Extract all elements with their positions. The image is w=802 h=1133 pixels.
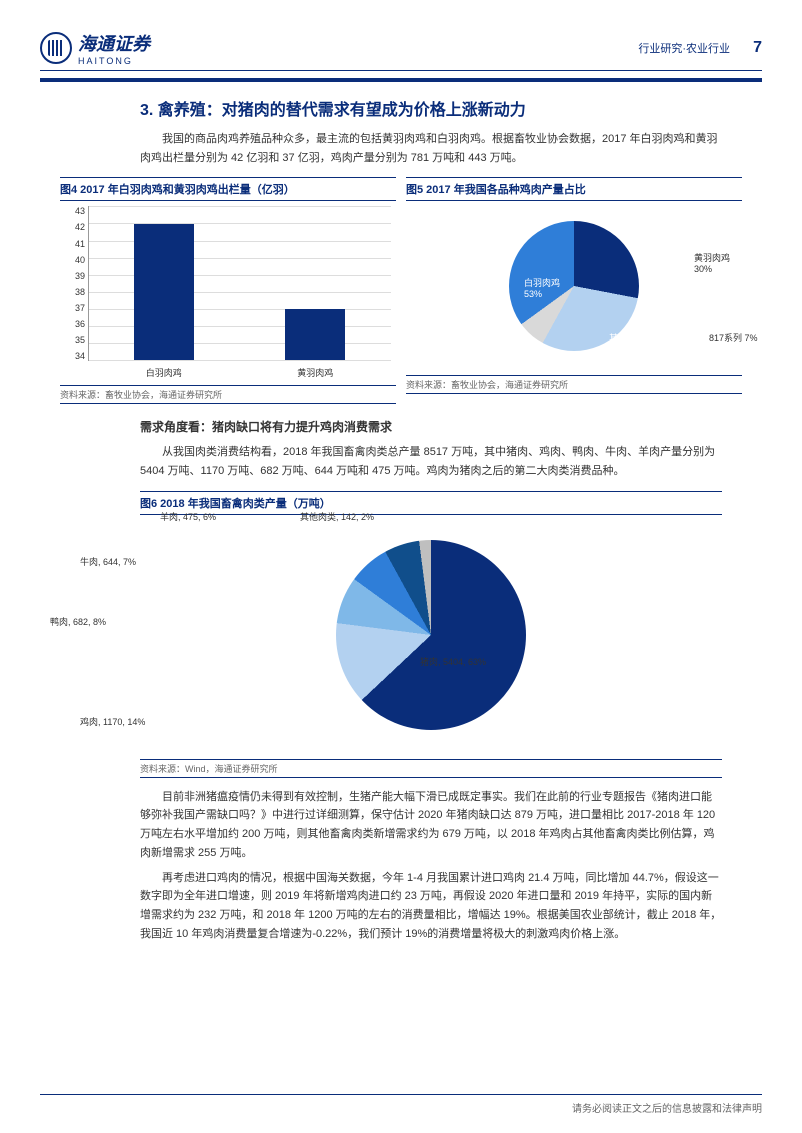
chart6: 图6 2018 年我国畜禽肉类产量（万吨） 猪肉, 5404, 63%鸡肉, 1… bbox=[140, 491, 722, 778]
chart5-title: 图5 2017 年我国各品种鸡肉产量占比 bbox=[406, 177, 742, 201]
category: 行业研究·农业行业 bbox=[638, 43, 730, 55]
page-header: 海通证券 HAITONG 行业研究·农业行业 7 bbox=[40, 30, 762, 71]
charts-row-1: 图4 2017 年白羽肉鸡和黄羽肉鸡出栏量（亿羽） 43424140393837… bbox=[60, 177, 742, 404]
page: 海通证券 HAITONG 行业研究·农业行业 7 3. 禽养殖：对猪肉的替代需求… bbox=[0, 0, 802, 1130]
page-number: 7 bbox=[753, 39, 762, 56]
chart4: 图4 2017 年白羽肉鸡和黄羽肉鸡出栏量（亿羽） 43424140393837… bbox=[60, 177, 396, 404]
brand-en: HAITONG bbox=[78, 56, 150, 66]
chart6-source: 资料来源：Wind，海通证券研究所 bbox=[140, 759, 722, 778]
chart6-title: 图6 2018 年我国畜禽肉类产量（万吨） bbox=[140, 491, 722, 515]
chart4-title: 图4 2017 年白羽肉鸡和黄羽肉鸡出栏量（亿羽） bbox=[60, 177, 396, 201]
footer-text: 请务必阅读正文之后的信息披露和法律声明 bbox=[572, 1100, 762, 1115]
accent-bar bbox=[40, 78, 762, 82]
section-title: 3. 禽养殖：对猪肉的替代需求有望成为价格上涨新动力 bbox=[140, 96, 762, 120]
brand-cn: 海通证券 bbox=[78, 30, 150, 56]
footer-line bbox=[40, 1094, 762, 1095]
chart5-body: 白羽肉鸡53%黄羽肉鸡30%817系列 7%其他10% bbox=[406, 201, 742, 371]
para-2: 从我国肉类消费结构看，2018 年我国畜禽肉类总产量 8517 万吨，其中猪肉、… bbox=[140, 443, 722, 480]
chart4-body: 43424140393837363534 白羽肉鸡黄羽肉鸡 bbox=[60, 201, 396, 381]
logo-icon bbox=[40, 32, 72, 64]
chart4-source: 资料来源：畜牧业协会，海通证券研究所 bbox=[60, 385, 396, 404]
para-1: 我国的商品肉鸡养殖品种众多，最主流的包括黄羽肉鸡和白羽肉鸡。根据畜牧业协会数据，… bbox=[140, 130, 722, 167]
subheading: 需求角度看：猪肉缺口将有力提升鸡肉消费需求 bbox=[140, 418, 722, 435]
chart6-body: 猪肉, 5404, 63%鸡肉, 1170, 14%鸭肉, 682, 8%牛肉,… bbox=[140, 515, 722, 755]
logo-area: 海通证券 HAITONG bbox=[40, 30, 150, 66]
chart5-source: 资料来源：畜牧业协会，海通证券研究所 bbox=[406, 375, 742, 394]
para-3: 目前非洲猪瘟疫情仍未得到有效控制，生猪产能大幅下滑已成既定事实。我们在此前的行业… bbox=[140, 788, 722, 863]
header-right: 行业研究·农业行业 7 bbox=[638, 39, 762, 57]
para-4: 再考虑进口鸡肉的情况，根据中国海关数据，今年 1-4 月我国累计进口鸡肉 21.… bbox=[140, 869, 722, 944]
chart5: 图5 2017 年我国各品种鸡肉产量占比 白羽肉鸡53%黄羽肉鸡30%817系列… bbox=[406, 177, 742, 404]
